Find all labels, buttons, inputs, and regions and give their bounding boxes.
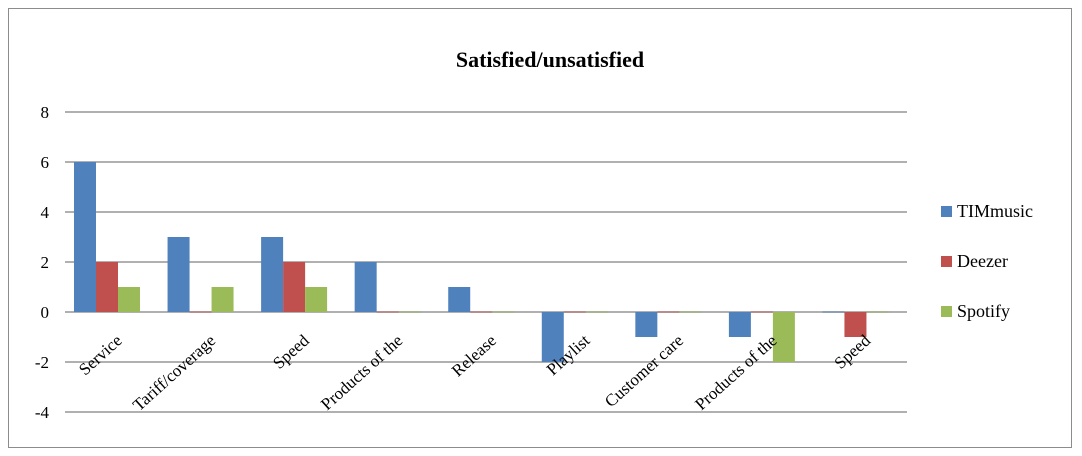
legend-swatch-timmusic	[941, 206, 952, 217]
bar-timmusic-3	[354, 262, 377, 312]
bar-spotify-8	[866, 311, 889, 313]
bar-timmusic-4	[448, 287, 471, 312]
bar-spotify-1	[211, 287, 234, 312]
y-tick-label: 4	[41, 203, 50, 222]
legend-swatch-deezer	[941, 256, 952, 267]
x-tick-label: Products of the	[691, 331, 780, 414]
bar-timmusic-8	[822, 311, 845, 313]
y-tick-label: -2	[35, 353, 49, 372]
bar-deezer-4	[470, 311, 493, 313]
legend-label-spotify: Spotify	[957, 301, 1010, 321]
bar-deezer-1	[189, 311, 212, 313]
bar-spotify-0	[118, 287, 140, 312]
bar-timmusic-2	[261, 237, 284, 312]
y-tick-label: 0	[41, 303, 50, 322]
bar-timmusic-6	[635, 312, 658, 337]
bar-deezer-8	[844, 312, 867, 337]
chart-title: Satisfied/unsatisfied	[456, 47, 644, 72]
legend-swatch-spotify	[941, 306, 952, 317]
bar-timmusic-0	[74, 162, 96, 312]
bar-deezer-5	[563, 311, 586, 313]
bar-spotify-6	[679, 311, 702, 313]
bar-spotify-5	[585, 311, 608, 313]
x-tick-label: Customer care	[601, 331, 687, 411]
bar-spotify-4	[492, 311, 515, 313]
bar-timmusic-1	[167, 237, 190, 312]
x-tick-label: Products of the	[317, 331, 406, 414]
y-tick-label: 2	[41, 253, 50, 272]
x-tick-label: Speed	[269, 331, 313, 373]
bar-deezer-2	[283, 262, 306, 312]
x-tick-label: Service	[75, 331, 126, 379]
bar-spotify-7	[772, 312, 795, 362]
bar-timmusic-5	[541, 312, 564, 362]
y-tick-label: 6	[41, 153, 50, 172]
x-tick-label: Tariff/coverage	[129, 331, 219, 415]
bar-deezer-0	[96, 262, 118, 312]
legend: TIMmusic Deezer Spotify	[941, 201, 1033, 321]
chart-frame: Satisfied/unsatisfied -4 -2 0 2 4 6 8 Service T…	[8, 8, 1072, 448]
x-tick-label: Release	[448, 331, 500, 380]
bar-deezer-6	[657, 311, 680, 313]
bar-deezer-3	[376, 311, 399, 313]
legend-label-deezer: Deezer	[957, 251, 1008, 271]
bar-spotify-3	[398, 311, 421, 313]
legend-label-timmusic: TIMmusic	[957, 201, 1033, 221]
bar-deezer-7	[750, 311, 773, 313]
bar-spotify-2	[305, 287, 328, 312]
y-tick-label: 8	[41, 103, 50, 122]
y-tick-label: -4	[35, 403, 50, 422]
bar-timmusic-7	[728, 312, 751, 337]
